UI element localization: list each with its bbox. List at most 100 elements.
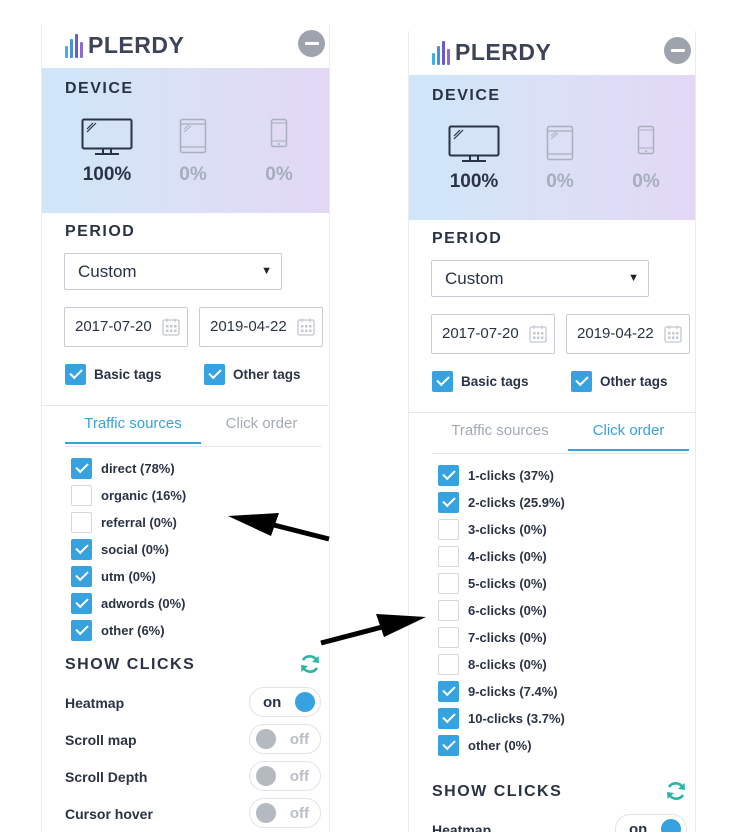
toggle-state-label: on	[263, 694, 282, 711]
arrow-to-click-order	[320, 614, 426, 646]
checkbox-unchecked-icon[interactable]	[71, 485, 92, 506]
checkbox-unchecked-icon[interactable]	[438, 627, 459, 648]
tab-click-order[interactable]: Click order	[225, 415, 298, 432]
mobile-percent: 0%	[265, 164, 293, 185]
source-tabs: Traffic sources Click order	[65, 406, 322, 447]
list-item[interactable]: direct (78%)	[71, 455, 329, 482]
toggle-knob[interactable]	[295, 692, 315, 712]
period-select[interactable]: Custom ▼	[64, 253, 282, 290]
list-item-label: adwords (0%)	[101, 596, 186, 611]
divider	[409, 412, 695, 413]
list-item[interactable]: 9-clicks (7.4%)	[438, 678, 695, 705]
list-item[interactable]: 7-clicks (0%)	[438, 624, 695, 651]
checkbox-unchecked-icon[interactable]	[438, 519, 459, 540]
device-tablet[interactable]: 0%	[515, 125, 605, 193]
start-date-input[interactable]: 2017-07-20	[64, 307, 188, 347]
list-item[interactable]: 2-clicks (25.9%)	[438, 489, 695, 516]
checkbox-checked-icon[interactable]	[71, 620, 92, 641]
start-date-input[interactable]: 2017-07-20	[431, 314, 555, 354]
list-item-label: utm (0%)	[101, 569, 156, 584]
show-clicks-header: SHOW CLICKS	[409, 771, 695, 811]
logo-bars-icon	[432, 40, 450, 65]
list-item-label: 10-clicks (3.7%)	[468, 711, 565, 726]
minus-icon	[670, 49, 685, 52]
toggle-knob[interactable]	[661, 819, 681, 832]
start-date-value: 2017-07-20	[75, 318, 152, 335]
checkbox-checked-icon[interactable]	[71, 593, 92, 614]
list-item[interactable]: 10-clicks (3.7%)	[438, 705, 695, 732]
list-item[interactable]: 6-clicks (0%)	[438, 597, 695, 624]
arrow-to-traffic-sources	[228, 513, 330, 542]
period-section: PERIOD Custom ▼ 2017-07-20 2019-04-22 Ba…	[42, 213, 329, 405]
end-date-value: 2019-04-22	[210, 318, 287, 335]
toggle-row: Scroll Depth off	[42, 758, 329, 795]
checkbox-unchecked-icon[interactable]	[438, 573, 459, 594]
checkbox-checked-icon[interactable]	[65, 364, 86, 385]
list-item-label: 8-clicks (0%)	[468, 657, 547, 672]
list-item[interactable]: referral (0%)	[71, 509, 329, 536]
other-tags-checkbox[interactable]: Other tags	[204, 364, 301, 385]
period-select[interactable]: Custom ▼	[431, 260, 649, 297]
list-item[interactable]: 5-clicks (0%)	[438, 570, 695, 597]
plerdy-panel-left: PLERDY DEVICE 100% 0% 0% PERIOD Custom ▼	[41, 24, 330, 832]
basic-tags-checkbox[interactable]: Basic tags	[65, 364, 162, 385]
checkbox-checked-icon[interactable]	[571, 371, 592, 392]
end-date-input[interactable]: 2019-04-22	[566, 314, 690, 354]
checkbox-checked-icon[interactable]	[438, 492, 459, 513]
tab-traffic-sources[interactable]: Traffic sources	[451, 422, 549, 439]
device-mobile[interactable]: 0%	[601, 125, 691, 193]
toggle-switch[interactable]: off	[249, 798, 321, 828]
checkbox-unchecked-icon[interactable]	[71, 512, 92, 533]
list-item[interactable]: other (0%)	[438, 732, 695, 759]
list-item[interactable]: other (6%)	[71, 617, 329, 644]
checkbox-checked-icon[interactable]	[438, 681, 459, 702]
list-item[interactable]: 4-clicks (0%)	[438, 543, 695, 570]
basic-tags-checkbox[interactable]: Basic tags	[432, 371, 529, 392]
toggle-switch[interactable]: off	[249, 724, 321, 754]
device-tablet[interactable]: 0%	[148, 118, 238, 186]
list-item[interactable]: 3-clicks (0%)	[438, 516, 695, 543]
toggle-knob[interactable]	[256, 803, 276, 823]
checkbox-unchecked-icon[interactable]	[438, 546, 459, 567]
minimize-button[interactable]	[664, 37, 691, 64]
list-item-label: social (0%)	[101, 542, 169, 557]
toggle-state-label: on	[629, 821, 648, 832]
checkbox-checked-icon[interactable]	[71, 539, 92, 560]
checkbox-checked-icon[interactable]	[71, 566, 92, 587]
period-title: PERIOD	[65, 223, 136, 240]
checkbox-checked-icon[interactable]	[438, 735, 459, 756]
checkbox-checked-icon[interactable]	[204, 364, 225, 385]
panel-header: PLERDY	[42, 24, 329, 68]
list-item[interactable]: 8-clicks (0%)	[438, 651, 695, 678]
device-mobile[interactable]: 0%	[234, 118, 324, 186]
checkbox-checked-icon[interactable]	[432, 371, 453, 392]
list-item[interactable]: social (0%)	[71, 536, 329, 563]
toggle-switch[interactable]: on	[615, 814, 687, 832]
list-item-label: 4-clicks (0%)	[468, 549, 547, 564]
end-date-input[interactable]: 2019-04-22	[199, 307, 323, 347]
tab-traffic-sources[interactable]: Traffic sources	[65, 406, 201, 444]
toggle-switch[interactable]: on	[249, 687, 321, 717]
panel-header: PLERDY	[409, 31, 695, 75]
plerdy-logo: PLERDY	[65, 32, 184, 59]
device-desktop[interactable]: 100%	[429, 125, 519, 193]
minimize-button[interactable]	[298, 30, 325, 57]
toggle-knob[interactable]	[256, 729, 276, 749]
toggle-knob[interactable]	[256, 766, 276, 786]
toggle-label: Cursor hover	[65, 806, 153, 822]
checkbox-checked-icon[interactable]	[438, 708, 459, 729]
checkbox-unchecked-icon[interactable]	[438, 654, 459, 675]
checkbox-unchecked-icon[interactable]	[438, 600, 459, 621]
plerdy-panel-right: PLERDY DEVICE 100% 0% 0% PERIOD Custom ▼	[408, 31, 696, 832]
checkbox-checked-icon[interactable]	[71, 458, 92, 479]
list-item[interactable]: 1-clicks (37%)	[438, 462, 695, 489]
tab-click-order[interactable]: Click order	[568, 413, 689, 451]
toggle-switch[interactable]: off	[249, 761, 321, 791]
checkbox-checked-icon[interactable]	[438, 465, 459, 486]
list-item[interactable]: adwords (0%)	[71, 590, 329, 617]
device-desktop[interactable]: 100%	[62, 118, 152, 186]
list-item[interactable]: utm (0%)	[71, 563, 329, 590]
other-tags-checkbox[interactable]: Other tags	[571, 371, 668, 392]
list-item[interactable]: organic (16%)	[71, 482, 329, 509]
